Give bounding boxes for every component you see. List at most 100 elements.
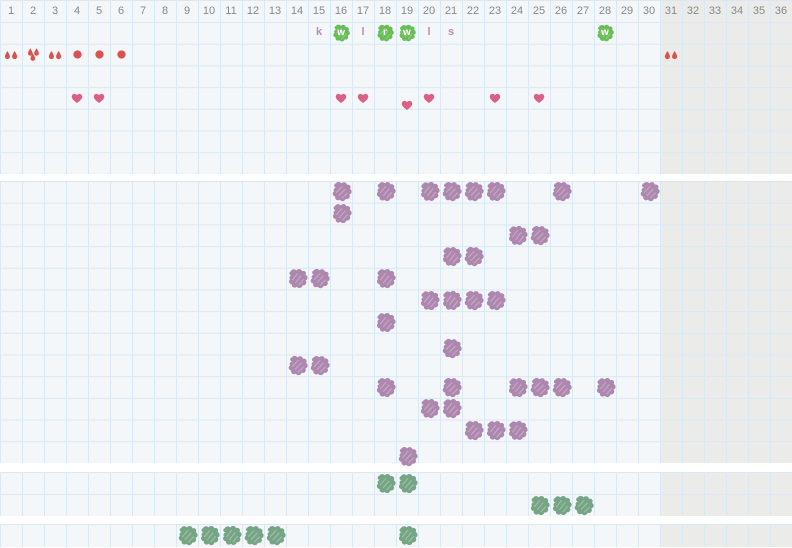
letter-marker[interactable]: l bbox=[418, 23, 440, 43]
heart-icon[interactable] bbox=[335, 93, 347, 104]
green-blob-icon[interactable] bbox=[395, 471, 419, 495]
letter-marker[interactable]: k bbox=[308, 23, 330, 43]
purple-blob-icon[interactable] bbox=[395, 444, 418, 467]
purple-blob-icon[interactable] bbox=[374, 180, 397, 203]
drops-icon[interactable] bbox=[4, 50, 18, 60]
letter-label: w bbox=[600, 26, 610, 38]
purple-blob-icon[interactable] bbox=[461, 288, 485, 312]
letter-marker[interactable]: s bbox=[440, 23, 462, 43]
letter-blob-marker[interactable]: w bbox=[397, 23, 418, 44]
purple-blob-icon[interactable] bbox=[373, 267, 397, 291]
purple-blob-icon[interactable] bbox=[461, 180, 484, 203]
purple-blob-icon[interactable] bbox=[483, 419, 507, 443]
purple-blob-icon[interactable] bbox=[439, 180, 463, 204]
purple-blob-icon[interactable] bbox=[505, 375, 529, 399]
green-blob-icon[interactable] bbox=[219, 523, 244, 548]
purple-blob-icon[interactable] bbox=[439, 336, 464, 361]
letter-blob-marker[interactable]: w bbox=[330, 22, 351, 43]
purple-blob-icon[interactable] bbox=[505, 223, 530, 248]
column-header-cell: 26 bbox=[554, 5, 568, 17]
letter-label: k bbox=[315, 26, 323, 39]
column-header-cell: 21 bbox=[444, 5, 458, 17]
purple-blob-icon[interactable] bbox=[637, 180, 661, 204]
green-blob-icon[interactable] bbox=[176, 524, 199, 547]
green-blob-icon[interactable] bbox=[549, 493, 573, 517]
letter-marker[interactable]: l bbox=[352, 23, 374, 43]
purple-blob-icon[interactable] bbox=[462, 419, 485, 442]
letter-blob-marker[interactable]: w bbox=[595, 23, 616, 44]
purple-blob-icon[interactable] bbox=[307, 266, 332, 291]
purple-blob-icon[interactable] bbox=[285, 267, 309, 291]
purple-blob-icon[interactable] bbox=[374, 376, 397, 399]
column-header-cell: 18 bbox=[378, 5, 392, 17]
green-blob-icon[interactable] bbox=[263, 524, 286, 547]
green-blob-icon[interactable] bbox=[241, 523, 265, 547]
purple-blob-icon[interactable] bbox=[439, 245, 463, 269]
purple-blob-icon[interactable] bbox=[439, 288, 464, 313]
heart-icon[interactable] bbox=[401, 100, 413, 111]
purple-blob-icon[interactable] bbox=[285, 353, 310, 378]
purple-blob-icon[interactable] bbox=[461, 245, 486, 270]
green-blob-icon[interactable] bbox=[571, 493, 596, 518]
column-header-cell: 30 bbox=[642, 5, 656, 17]
column-header-cell: 16 bbox=[334, 5, 348, 17]
purple-blob-icon[interactable] bbox=[549, 180, 573, 204]
dot-icon[interactable] bbox=[94, 50, 104, 59]
column-header-cell: 15 bbox=[312, 5, 326, 17]
purple-blob-icon[interactable] bbox=[439, 375, 463, 399]
column-header-cell: 36 bbox=[774, 5, 788, 17]
letter-label: l bbox=[427, 26, 431, 39]
letter-label: l bbox=[361, 26, 365, 39]
column-header-cell: 28 bbox=[598, 5, 612, 17]
heart-icon[interactable] bbox=[93, 93, 105, 104]
column-header-cell: 9 bbox=[183, 5, 191, 17]
purple-blob-icon[interactable] bbox=[417, 180, 442, 205]
column-header-cell: 33 bbox=[708, 5, 722, 17]
purple-blob-icon[interactable] bbox=[505, 418, 530, 443]
purple-blob-icon[interactable] bbox=[418, 397, 441, 420]
heart-icon[interactable] bbox=[357, 93, 369, 104]
column-header-cell: 31 bbox=[664, 5, 678, 17]
letter-label: s bbox=[447, 26, 455, 39]
column-header-cell: 8 bbox=[161, 5, 169, 17]
green-blob-icon[interactable] bbox=[395, 524, 419, 548]
purple-blob-icon[interactable] bbox=[549, 375, 573, 399]
drops-icon[interactable] bbox=[27, 48, 40, 61]
heart-icon[interactable] bbox=[489, 93, 501, 104]
purple-blob-icon[interactable] bbox=[527, 375, 552, 400]
heart-icon[interactable] bbox=[533, 93, 545, 104]
purple-blob-icon[interactable] bbox=[329, 202, 352, 225]
purple-blob-icon[interactable] bbox=[373, 310, 397, 334]
drops-icon[interactable] bbox=[664, 50, 678, 60]
dot-icon[interactable] bbox=[72, 50, 82, 59]
column-header-cell: 5 bbox=[95, 5, 103, 17]
tracker-section-4 bbox=[0, 524, 792, 547]
column-header-cell: 27 bbox=[576, 5, 590, 17]
purple-blob-icon[interactable] bbox=[593, 375, 617, 399]
purple-blob-icon[interactable] bbox=[439, 397, 463, 421]
column-header-cell: 22 bbox=[466, 5, 480, 17]
purple-blob-icon[interactable] bbox=[417, 288, 441, 312]
green-blob-icon[interactable] bbox=[374, 472, 397, 495]
green-blob-icon[interactable] bbox=[527, 493, 550, 516]
purple-blob-icon[interactable] bbox=[483, 289, 506, 312]
purple-blob-icon[interactable] bbox=[527, 223, 551, 247]
dot-icon[interactable] bbox=[116, 50, 126, 59]
column-header-cell: 14 bbox=[290, 5, 304, 17]
heart-icon[interactable] bbox=[423, 93, 435, 104]
column-header-cell: 29 bbox=[620, 5, 634, 17]
column-header-cell: 3 bbox=[51, 5, 59, 17]
letter-blob-marker[interactable]: r bbox=[375, 23, 395, 43]
column-header-cell: 4 bbox=[73, 5, 81, 17]
heart-icon[interactable] bbox=[71, 93, 83, 104]
purple-blob-icon[interactable] bbox=[307, 353, 331, 377]
green-blob-icon[interactable] bbox=[197, 524, 221, 548]
column-header-cell: 13 bbox=[268, 5, 282, 17]
purple-blob-icon[interactable] bbox=[483, 180, 506, 203]
column-header-cell: 23 bbox=[488, 5, 502, 17]
drops-icon[interactable] bbox=[48, 50, 62, 60]
column-header-cell: 24 bbox=[510, 5, 524, 17]
purple-blob-icon[interactable] bbox=[329, 180, 354, 205]
